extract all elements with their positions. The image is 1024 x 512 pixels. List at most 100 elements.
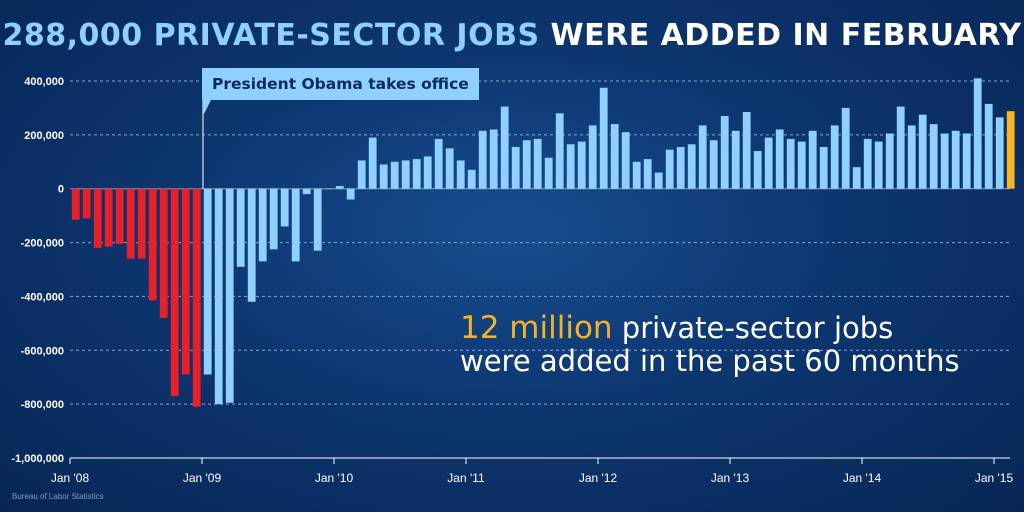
bar <box>874 141 883 189</box>
y-axis-labels: 400,000 200,000 0 -200,000 -400,000 -600,000 -… <box>11 76 64 465</box>
callout-text: 12 million private-sector jobs were added… <box>460 312 960 378</box>
bar <box>830 125 839 189</box>
x-tick-label: Jan '13 <box>711 471 750 485</box>
bar <box>731 130 740 189</box>
bar <box>456 160 465 189</box>
bar <box>962 133 971 189</box>
x-axis-labels: Jan '08 Jan '09 Jan '10 Jan '11 Jan '12 Jan '… <box>51 458 1014 485</box>
bar <box>489 129 498 189</box>
y-tick-label: -400,000 <box>21 291 64 303</box>
bar <box>720 116 729 189</box>
bar <box>390 161 399 189</box>
bar <box>269 188 278 250</box>
bar <box>82 188 91 219</box>
y-tick-label: -200,000 <box>21 238 64 250</box>
headline-highlight: 288,000 PRIVATE-SECTOR JOBS <box>2 18 540 53</box>
bar <box>236 188 245 267</box>
bar <box>566 144 575 189</box>
bar <box>115 188 124 244</box>
bar <box>995 117 1004 189</box>
y-tick-label: -1,000,000 <box>11 453 64 465</box>
bar <box>137 188 146 259</box>
bar <box>302 188 311 195</box>
x-tick-label: Jan '10 <box>315 471 354 485</box>
bar <box>203 188 212 375</box>
bar <box>467 169 476 189</box>
x-tick-label: Jan '14 <box>843 471 882 485</box>
bar <box>643 159 652 189</box>
bar <box>885 133 894 189</box>
bar-series <box>71 78 1015 407</box>
bar <box>181 188 190 375</box>
bar <box>621 132 630 189</box>
inauguration-annotation: President Obama takes office <box>202 68 479 100</box>
bar <box>753 151 762 189</box>
y-tick-label: 0 <box>58 184 64 196</box>
bar <box>335 186 344 189</box>
x-tick-label: Jan '11 <box>447 471 485 485</box>
bar <box>368 137 377 189</box>
bar <box>522 140 531 189</box>
bar <box>379 164 388 189</box>
bar <box>698 125 707 189</box>
bar <box>929 124 938 189</box>
bar <box>511 146 520 189</box>
bar <box>709 140 718 189</box>
x-tick-label: Jan '09 <box>183 471 222 485</box>
bar <box>841 107 850 189</box>
bar <box>247 188 256 302</box>
bar <box>907 125 916 189</box>
bar <box>445 148 454 189</box>
callout-highlight: 12 million <box>460 310 613 346</box>
bar <box>126 188 135 259</box>
bar <box>258 188 267 262</box>
bar <box>797 141 806 189</box>
y-tick-label: -600,000 <box>21 345 64 357</box>
y-tick-label: -800,000 <box>21 399 64 411</box>
source-credit: Bureau of Labor Statistics <box>12 492 104 501</box>
y-tick-label: 200,000 <box>24 130 64 142</box>
bar <box>280 188 289 227</box>
bar <box>500 106 509 189</box>
bar <box>104 188 113 247</box>
bar <box>786 138 795 189</box>
bar <box>478 130 487 189</box>
bar <box>819 146 828 189</box>
bar <box>742 111 751 189</box>
bar <box>225 188 234 403</box>
x-tick-label: Jan '15 <box>975 471 1014 485</box>
bar <box>863 138 872 189</box>
bar <box>555 113 564 189</box>
bar <box>951 130 960 189</box>
bar <box>192 188 201 407</box>
bar <box>401 160 410 189</box>
callout-line1-rest: private-sector jobs <box>612 311 894 345</box>
bar <box>984 103 993 189</box>
bar <box>665 149 674 189</box>
bar <box>632 161 641 189</box>
bar <box>170 188 179 397</box>
bar <box>577 141 586 189</box>
bar <box>357 160 366 189</box>
y-tick-label: 400,000 <box>24 76 64 88</box>
x-tick-label: Jan '08 <box>51 471 90 485</box>
bar <box>852 167 861 189</box>
bar <box>291 188 300 262</box>
bar <box>764 137 773 189</box>
bar <box>214 188 223 405</box>
bar <box>610 124 619 189</box>
bar <box>654 172 663 189</box>
bar <box>1006 111 1015 189</box>
bar <box>313 188 322 251</box>
bar <box>533 138 542 189</box>
bar <box>434 138 443 189</box>
headline-rest: WERE ADDED IN FEBRUARY <box>539 18 1022 53</box>
callout-line2: were added in the past 60 months <box>460 344 960 378</box>
bar <box>588 125 597 189</box>
bar <box>676 146 685 189</box>
bar <box>159 188 168 318</box>
x-tick-label: Jan '12 <box>579 471 618 485</box>
bar <box>940 133 949 189</box>
